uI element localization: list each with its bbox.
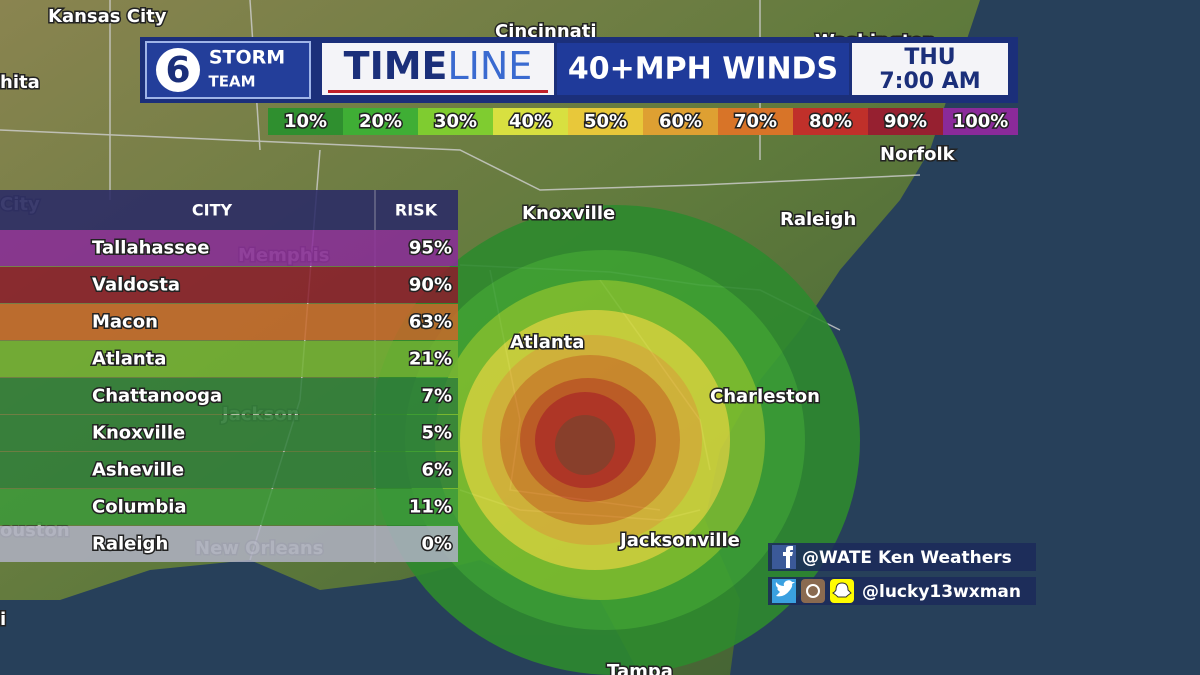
title-box (322, 43, 554, 95)
subtitle-box (557, 43, 849, 95)
legend-label: 90% (884, 111, 927, 132)
city-name: Chattanooga (92, 386, 222, 407)
city-name: Tallahassee (92, 238, 209, 259)
day: THU (904, 45, 955, 70)
risk-value: 95% (409, 238, 452, 259)
legend-label: 80% (809, 111, 852, 132)
time: 7:00 AM (879, 69, 980, 94)
risk-value: 11% (409, 497, 452, 518)
social-row (768, 543, 1036, 571)
legend-label: 30% (434, 111, 477, 132)
wind-contours (370, 205, 860, 675)
social-handle: @lucky13wxman (862, 582, 1021, 602)
map-label: Raleigh (780, 209, 856, 230)
table-row (0, 341, 458, 377)
map-label: i (0, 609, 6, 630)
table-row (0, 526, 458, 562)
risk-value: 5% (421, 423, 452, 444)
legend-swatch (643, 108, 718, 135)
map-label: Norfolk (880, 144, 956, 165)
logo-number: 6 (165, 50, 190, 91)
legend-swatch (868, 108, 943, 135)
twitter-glyph (775, 580, 795, 597)
table-row (0, 415, 458, 451)
legend-swatch (793, 108, 868, 135)
risk-value: 90% (409, 275, 452, 296)
table-row (0, 230, 458, 266)
facebook-glyph (783, 546, 793, 568)
risk-value: 0% (421, 534, 452, 555)
legend-swatch (943, 108, 1018, 135)
social-handle: @WATE Ken Weathers (802, 548, 1012, 568)
legend-label: 60% (659, 111, 702, 132)
instagram-glyph (806, 584, 820, 598)
time-box (852, 43, 1008, 95)
subtitle: 40+MPH WINDS (568, 52, 838, 87)
table-row (0, 267, 458, 303)
city-name: Valdosta (92, 275, 180, 296)
legend-bar: 10% 20% 30% 40% 50% 60% 70% 80% 90% 100% (268, 108, 1018, 135)
table-row (0, 452, 458, 488)
map-label: hita (0, 72, 40, 93)
title: TIMELINE (344, 44, 533, 88)
risk-value: 21% (409, 349, 452, 370)
social-box: @WATE Ken Weathers @lucky13wxman (768, 543, 1036, 605)
risk-value: 7% (421, 386, 452, 407)
risk-table: CITY RISK Tallahassee 95% Valdosta 90% Macon 63… (0, 190, 458, 563)
city-name: Macon (92, 312, 158, 333)
legend-swatch (493, 108, 568, 135)
column-header: RISK (395, 201, 438, 220)
map-label: Atlanta (510, 332, 584, 353)
city-name: Columbia (92, 497, 187, 518)
city-name: Knoxville (92, 423, 185, 444)
city-name: Asheville (92, 460, 184, 481)
table-row (0, 378, 458, 414)
map-label: Tampa (607, 661, 673, 675)
map-label: Charleston (710, 386, 820, 407)
map-label: Knoxville (522, 203, 615, 224)
risk-value: 6% (421, 460, 452, 481)
legend-swatch (718, 108, 793, 135)
instagram-icon (801, 579, 825, 603)
legend-label: 40% (509, 111, 552, 132)
legend-swatch (343, 108, 418, 135)
city-name: Atlanta (92, 349, 166, 370)
map-label: Jacksonville (618, 530, 740, 551)
title-underline (328, 90, 548, 93)
legend-swatch (568, 108, 643, 135)
legend-label: 50% (584, 111, 627, 132)
table-row (0, 489, 458, 525)
logo-circle (156, 48, 200, 92)
legend-swatch (418, 108, 493, 135)
legend-label: 70% (734, 111, 777, 132)
legend-label: 100% (953, 111, 1009, 132)
logo-line: STORM (209, 47, 285, 69)
legend-label: 20% (359, 111, 402, 132)
title-bold: TIME (344, 44, 448, 88)
risk-value: 63% (409, 312, 452, 333)
snapchat-glyph (832, 582, 852, 598)
logo-line: TEAM (208, 73, 255, 91)
city-name: Raleigh (92, 534, 168, 555)
map-label: Kansas City (48, 6, 167, 27)
column-header: CITY (192, 201, 233, 220)
legend-label: 10% (284, 111, 327, 132)
title-light: LINE (448, 44, 533, 88)
legend-swatch (268, 108, 343, 135)
table-header (0, 190, 458, 230)
table-row (0, 304, 458, 340)
